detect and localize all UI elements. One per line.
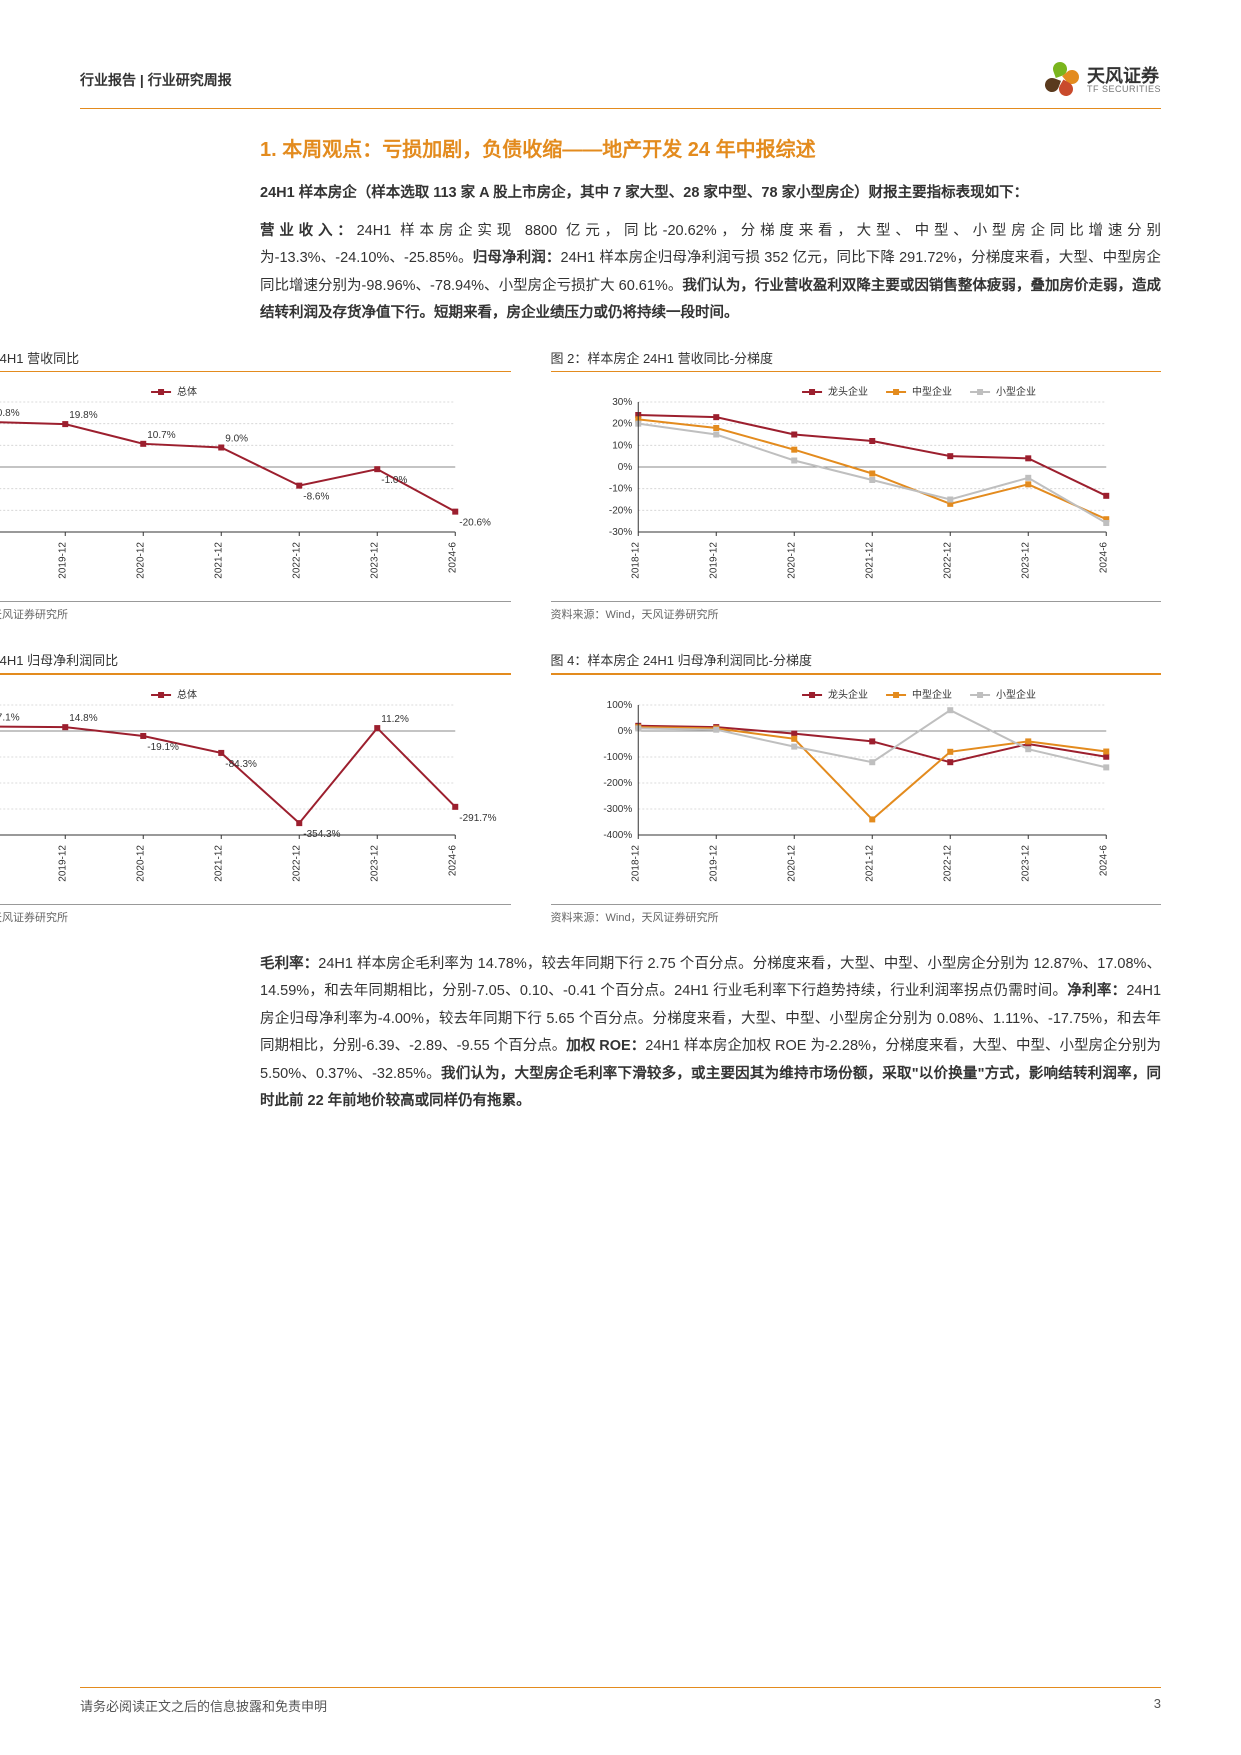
- paragraph-margin: 毛利率：24H1 样本房企毛利率为 14.78%，较去年同期下行 2.75 个百…: [260, 951, 1161, 1116]
- svg-text:小型企业: 小型企业: [996, 688, 1036, 701]
- svg-text:龙头企业: 龙头企业: [828, 385, 868, 398]
- chart-2: 图 2：样本房企 24H1 营收同比-分梯度 -30% -20% -10% 0% 10%…: [551, 348, 1162, 623]
- svg-text:2024-6: 2024-6: [447, 542, 458, 574]
- chart-3-title: 图 3：样本房企 24H1 归母净利润同比: [0, 650, 511, 669]
- svg-text:14.8%: 14.8%: [69, 713, 97, 724]
- svg-text:20.8%: 20.8%: [0, 408, 20, 419]
- svg-text:-400%: -400%: [603, 830, 632, 841]
- svg-text:2020-12: 2020-12: [786, 844, 797, 881]
- svg-text:-10%: -10%: [608, 484, 631, 495]
- chart-3-canvas: -400%-300%-200%-100%0%100%2018-122019-12…: [0, 683, 511, 893]
- svg-text:10%: 10%: [612, 441, 632, 452]
- svg-text:中型企业: 中型企业: [912, 688, 952, 701]
- chart-4-canvas: -400% -300% -200% -100% 0% 100% 2018-12 2019-12…: [551, 683, 1162, 893]
- svg-text:2018-12: 2018-12: [630, 844, 641, 881]
- svg-text:20%: 20%: [612, 419, 632, 430]
- svg-text:2023-12: 2023-12: [369, 542, 380, 579]
- svg-text:2024-6: 2024-6: [1098, 542, 1109, 574]
- svg-text:2020-12: 2020-12: [135, 844, 146, 881]
- svg-text:19.8%: 19.8%: [69, 410, 97, 421]
- svg-text:2018-12: 2018-12: [630, 542, 641, 579]
- logo-name-en: TF SECURITIES: [1087, 85, 1161, 94]
- chart-4: 图 4：样本房企 24H1 归母净利润同比-分梯度 -400% -300% -200…: [551, 650, 1162, 925]
- logo-icon: [1041, 60, 1081, 100]
- svg-text:0%: 0%: [617, 462, 632, 473]
- main-content: 1. 本周观点：亏损加剧，负债收缩——地产开发 24 年中报综述 24H1 样本…: [260, 133, 1161, 328]
- svg-text:9.0%: 9.0%: [225, 434, 248, 445]
- svg-text:2021-12: 2021-12: [864, 844, 875, 881]
- svg-text:总体: 总体: [177, 385, 197, 398]
- chart-2-canvas: -30% -20% -10% 0% 10% 20% 30% 2018-12 2019-12 202…: [551, 380, 1162, 590]
- page-number: 3: [1154, 1696, 1161, 1715]
- svg-text:2020-12: 2020-12: [786, 542, 797, 579]
- svg-text:2021-12: 2021-12: [213, 542, 224, 579]
- svg-text:-20.6%: -20.6%: [459, 518, 491, 529]
- chart-1-title: 图 1：样本房企 24H1 营收同比: [0, 348, 511, 367]
- svg-text:2023-12: 2023-12: [1020, 844, 1031, 881]
- chart-1-source: 资料来源：Wind，天风证券研究所: [0, 601, 511, 622]
- svg-text:小型企业: 小型企业: [996, 385, 1036, 398]
- paragraph-revenue: 营业收入：24H1 样本房企实现 8800 亿元，同比-20.62%，分梯度来看…: [260, 218, 1161, 328]
- svg-text:2024-6: 2024-6: [447, 844, 458, 876]
- section-title: 1. 本周观点：亏损加剧，负债收缩——地产开发 24 年中报综述: [260, 133, 1161, 162]
- chart-3-source: 资料来源：Wind，天风证券研究所: [0, 904, 511, 925]
- intro-paragraph: 24H1 样本房企（样本选取 113 家 A 股上市房企，其中 7 家大型、28…: [260, 180, 1161, 208]
- page-footer: 请务必阅读正文之后的信息披露和免责申明 3: [80, 1687, 1161, 1715]
- footer-disclaimer: 请务必阅读正文之后的信息披露和免责申明: [80, 1696, 327, 1715]
- svg-text:-300%: -300%: [603, 804, 632, 815]
- svg-text:2024-6: 2024-6: [1098, 844, 1109, 876]
- svg-text:17.1%: 17.1%: [0, 712, 20, 723]
- svg-text:2023-12: 2023-12: [1020, 542, 1031, 579]
- svg-text:2022-12: 2022-12: [942, 542, 953, 579]
- svg-text:-100%: -100%: [603, 752, 632, 763]
- brand-logo: 天风证券 TF SECURITIES: [1041, 60, 1161, 100]
- svg-text:2019-12: 2019-12: [708, 542, 719, 579]
- svg-text:0%: 0%: [617, 726, 632, 737]
- chart-1: 图 1：样本房企 24H1 营收同比 -30%-20%-10%0%10%20%3…: [0, 348, 511, 623]
- header-category: 行业报告 | 行业研究周报: [80, 70, 232, 90]
- svg-text:30%: 30%: [612, 397, 632, 408]
- svg-text:2022-12: 2022-12: [291, 844, 302, 881]
- svg-text:2021-12: 2021-12: [213, 844, 224, 881]
- svg-text:-84.3%: -84.3%: [225, 759, 257, 770]
- chart-3: 图 3：样本房企 24H1 归母净利润同比 -400%-300%-200%-10…: [0, 650, 511, 925]
- svg-text:-1.0%: -1.0%: [381, 475, 407, 486]
- charts-row: 图 1：样本房企 24H1 营收同比 -30% -20% -10% 0% 10% 20% 3…: [0, 348, 1161, 925]
- svg-text:2020-12: 2020-12: [135, 542, 146, 579]
- svg-text:中型企业: 中型企业: [912, 385, 952, 398]
- svg-text:龙头企业: 龙头企业: [828, 688, 868, 701]
- svg-text:-30%: -30%: [608, 527, 631, 538]
- svg-text:2023-12: 2023-12: [369, 844, 380, 881]
- svg-text:-20%: -20%: [608, 506, 631, 517]
- svg-text:-8.6%: -8.6%: [303, 492, 329, 503]
- chart-4-source: 资料来源：Wind，天风证券研究所: [551, 904, 1162, 925]
- chart-2-source: 资料来源：Wind，天风证券研究所: [551, 601, 1162, 622]
- svg-text:100%: 100%: [606, 700, 632, 711]
- chart-4-title: 图 4：样本房企 24H1 归母净利润同比-分梯度: [551, 650, 1162, 669]
- chart-1-canvas: -30%-20%-10%0%10%20%30%2018-122019-12202…: [0, 380, 511, 590]
- svg-text:2022-12: 2022-12: [291, 542, 302, 579]
- svg-text:2019-12: 2019-12: [57, 844, 68, 881]
- svg-text:-291.7%: -291.7%: [459, 813, 496, 824]
- svg-text:-19.1%: -19.1%: [147, 742, 179, 753]
- svg-text:2022-12: 2022-12: [942, 844, 953, 881]
- chart-2-title: 图 2：样本房企 24H1 营收同比-分梯度: [551, 348, 1162, 367]
- svg-text:总体: 总体: [177, 688, 197, 701]
- svg-text:10.7%: 10.7%: [147, 430, 175, 441]
- svg-text:11.2%: 11.2%: [381, 714, 409, 725]
- logo-name-cn: 天风证券: [1087, 67, 1161, 85]
- main-content-2: 毛利率：24H1 样本房企毛利率为 14.78%，较去年同期下行 2.75 个百…: [260, 951, 1161, 1116]
- page-header: 行业报告 | 行业研究周报 天风证券 TF SECURITIES: [80, 60, 1161, 109]
- svg-text:-200%: -200%: [603, 778, 632, 789]
- svg-text:2021-12: 2021-12: [864, 542, 875, 579]
- svg-text:2019-12: 2019-12: [57, 542, 68, 579]
- svg-text:2019-12: 2019-12: [708, 844, 719, 881]
